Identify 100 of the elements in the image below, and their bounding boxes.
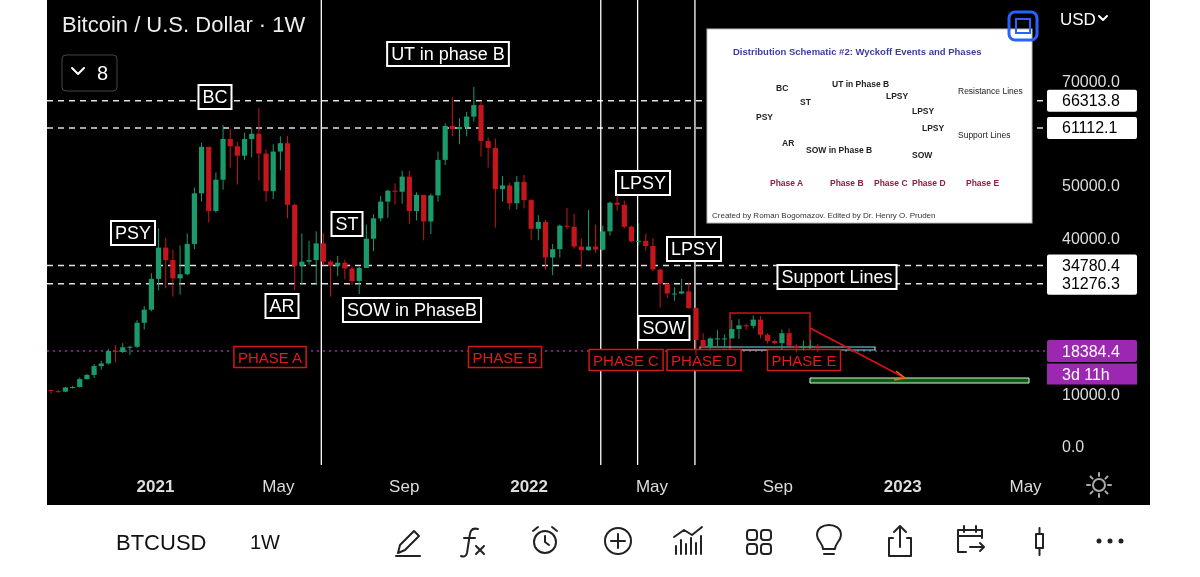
annotation: ST [335,214,359,234]
candlestick [349,265,355,286]
candlestick [306,240,312,266]
annotation: 8 [97,62,109,84]
x-tick-label: 2022 [510,477,549,496]
ref-line-label: 31276.3 [1062,275,1120,293]
annotation: Resistance Lines [958,86,1023,96]
candlestick [736,318,742,340]
candlestick [507,182,513,210]
y-tick-label: 70000.0 [1062,73,1120,91]
candlestick [249,127,255,158]
annotation: LPSY [922,123,945,133]
annotation: SOW [642,318,686,338]
annotation: PHASE C [593,351,660,369]
annotation: SOW in Phase B [806,145,873,155]
candlestick [714,329,721,347]
candlestick [757,315,764,339]
annotation: PHASE E [771,351,837,369]
annotation: SOW [912,150,934,160]
candlestick [170,249,176,298]
candlestick [256,107,262,182]
candlestick [657,267,663,309]
annotation: LPSY [670,239,718,259]
candlestick [277,135,283,171]
candlestick [471,86,477,123]
text: BTCUSD [116,529,207,555]
candlestick [593,224,599,254]
candlestick [514,175,520,210]
text: USD [1060,9,1096,29]
candlestick [550,243,556,276]
annotation: BC [202,87,228,107]
ref-line-label: 61112.1 [1062,119,1118,137]
annotation: ST [800,97,812,107]
annotation: BC [776,83,789,93]
candlestick [320,232,326,266]
candlestick [521,174,527,209]
candlestick [621,200,627,229]
candlestick [335,255,341,277]
candlestick [112,344,119,363]
candlestick [234,141,240,185]
x-tick-label: Sep [762,477,793,496]
annotation: Phase B [830,178,864,188]
candlestick [177,245,183,296]
ref-line-label: 66313.8 [1062,92,1120,110]
annotation: PSY [114,223,152,243]
y-tick-label: 0.0 [1062,438,1085,456]
candlestick [327,259,334,298]
annotation: Support Lines [781,267,893,287]
annotation: AR [269,296,295,316]
candlestick [299,232,305,286]
candlestick [413,191,420,221]
candlestick [499,175,506,203]
candlestick [313,230,319,286]
candlestick [564,207,570,230]
annotation: SOW in PhaseB [346,300,478,320]
x-tick-label: 2023 [883,477,922,496]
x-tick-label: May [262,477,295,496]
candlestick [779,329,785,351]
annotation: Phase E [966,178,1000,188]
annotation: UT in phase B [391,44,505,64]
candlestick [241,132,248,161]
text: Bitcoin / U.S. Dollar · 1W [62,11,306,37]
ref-line-label: 34780.4 [1062,256,1120,274]
annotation: AR [782,138,795,148]
text: 3d 11h [1062,365,1110,383]
annotation: PSY [756,112,774,122]
candlestick [535,214,541,241]
x-tick-label: May [635,477,669,496]
annotation: PHASE B [472,348,538,366]
candlestick [227,128,233,169]
text: 1W [250,531,281,553]
candlestick [385,189,391,219]
candlestick [743,323,749,331]
candlestick [636,222,642,246]
candlestick [614,194,620,212]
candlestick [600,225,606,252]
annotation: LPSY [912,106,935,116]
candlestick [392,182,398,206]
annotation: LPSY [886,91,909,101]
annotation: PHASE A [237,348,303,366]
candlestick [557,224,563,258]
candlestick [378,195,384,222]
candlestick [399,170,405,205]
annotation: Phase C [874,178,908,188]
annotation: Phase A [770,178,804,188]
x-tick-label: 2021 [136,477,175,496]
candlestick [356,266,362,295]
annotation: Phase D [912,178,946,188]
ref-line-label: 18384.4 [1062,342,1120,360]
candlestick [163,237,169,289]
candlestick [464,111,470,137]
candlestick [650,237,656,272]
annotation: LPSY [619,173,667,193]
candlestick [127,345,133,356]
candlestick [485,136,491,169]
candlestick [48,389,54,395]
x-tick-label: May [1009,477,1043,496]
annotation: Distribution Schematic #2: Wyckoff Events and Phases [733,45,982,57]
candlestick [686,282,692,310]
candlestick [571,213,577,250]
